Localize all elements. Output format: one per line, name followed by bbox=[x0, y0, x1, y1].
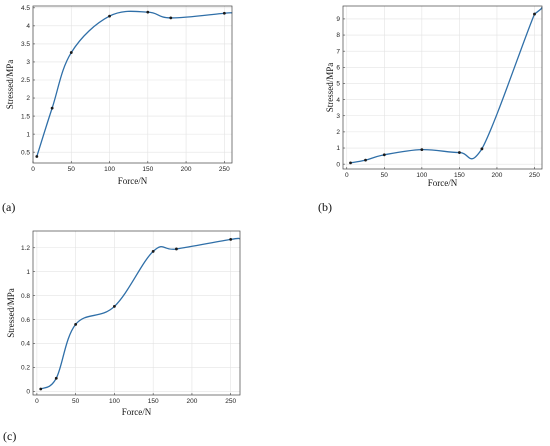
y-tick-label: 1.5 bbox=[21, 113, 30, 120]
x-tick-label: 250 bbox=[225, 398, 236, 405]
chart-panel-b: 0 50 100 150 200 250 0 1 2 3 4 5 6 7 8 9 Force/N Stres… bbox=[318, 5, 543, 214]
y-axis-label-b: Stressed/MPa bbox=[325, 63, 335, 113]
data-point-a bbox=[108, 14, 111, 18]
data-point-b bbox=[420, 148, 424, 152]
data-point-b bbox=[480, 147, 484, 151]
data-point-c bbox=[39, 387, 43, 391]
x-tick-label: 250 bbox=[529, 172, 540, 179]
data-point-b bbox=[349, 161, 352, 165]
data-point-a bbox=[50, 106, 54, 110]
x-tick-label: 150 bbox=[454, 172, 465, 179]
x-axis-label-a: Force/N bbox=[118, 176, 148, 186]
x-tick-label: 200 bbox=[492, 172, 503, 179]
data-point-b bbox=[364, 158, 367, 162]
y-tick-label: 0.5 bbox=[21, 149, 30, 156]
y-tick-label: 4 bbox=[26, 23, 30, 30]
x-tick-label: 50 bbox=[68, 166, 76, 173]
data-point-c bbox=[54, 376, 58, 380]
data-point-a bbox=[69, 51, 73, 54]
data-point-c bbox=[113, 305, 116, 308]
x-tick-label: 0 bbox=[31, 166, 35, 173]
x-tick-label: 200 bbox=[181, 166, 192, 173]
x-tick-label: 0 bbox=[35, 398, 39, 405]
data-point-a bbox=[222, 11, 226, 15]
fit-curve-a bbox=[36, 10, 233, 157]
y-axis-label-a: Stressed/MPa bbox=[5, 60, 15, 110]
data-point-a bbox=[35, 155, 39, 158]
y-tick-label: 5 bbox=[336, 81, 340, 88]
data-point-b bbox=[458, 151, 461, 154]
y-tick-label: 3.5 bbox=[21, 41, 30, 48]
y-tick-label: 1 bbox=[26, 269, 30, 276]
data-point-b bbox=[533, 12, 536, 16]
data-point-c bbox=[151, 249, 155, 253]
y-tick-label: 1 bbox=[336, 145, 340, 152]
panel-label-b: (b) bbox=[318, 200, 332, 214]
y-tick-label: 4.5 bbox=[21, 5, 30, 12]
y-tick-label: 2 bbox=[26, 95, 30, 102]
y-tick-label: 0.2 bbox=[21, 365, 30, 372]
y-tick-label: 0.8 bbox=[21, 293, 30, 300]
data-point-a bbox=[169, 16, 173, 20]
x-tick-label: 250 bbox=[219, 166, 230, 173]
x-tick-label: 100 bbox=[416, 172, 427, 179]
x-tick-label: 0 bbox=[345, 172, 349, 179]
fit-curve-b bbox=[350, 6, 543, 164]
data-point-c bbox=[74, 322, 78, 326]
y-tick-label: 0 bbox=[336, 161, 340, 168]
y-tick-label: 7 bbox=[336, 48, 340, 55]
y-tick-label: 0 bbox=[26, 389, 30, 396]
x-tick-label: 150 bbox=[148, 398, 159, 405]
x-axis-label-c: Force/N bbox=[122, 407, 152, 417]
y-tick-label: 2 bbox=[336, 129, 340, 136]
y-tick-label: 1.2 bbox=[21, 245, 30, 252]
chart-panel-a: 0 50 100 150 200 250 0.5 1 1.5 2 2.5 3 3.5 4 4.5 Forc… bbox=[2, 5, 233, 214]
fit-curve-c bbox=[40, 237, 241, 390]
x-tick-label: 150 bbox=[142, 166, 153, 173]
x-tick-label: 100 bbox=[104, 166, 115, 173]
chart-panel-c: 0 50 100 150 200 250 0 0.2 0.4 0.6 0.8 1 1.2 Force/… bbox=[3, 230, 241, 443]
panel-label-a: (a) bbox=[2, 200, 15, 214]
y-tick-label: 9 bbox=[336, 16, 340, 23]
y-axis-label-c: Stressed/MPa bbox=[6, 288, 16, 338]
data-point-b bbox=[382, 153, 386, 157]
y-tick-label: 3 bbox=[336, 113, 340, 120]
x-tick-label: 200 bbox=[187, 398, 198, 405]
data-point-a bbox=[146, 10, 150, 14]
data-point-c bbox=[175, 247, 178, 251]
y-tick-label: 6 bbox=[336, 65, 340, 72]
y-tick-label: 0.4 bbox=[21, 341, 30, 348]
x-tick-label: 100 bbox=[109, 398, 120, 405]
y-tick-label: 4 bbox=[336, 97, 340, 104]
x-tick-label: 50 bbox=[381, 172, 389, 179]
y-tick-label: 3 bbox=[26, 59, 30, 66]
x-axis-label-b: Force/N bbox=[428, 178, 458, 188]
y-tick-label: 1 bbox=[26, 131, 30, 138]
x-tick-label: 50 bbox=[72, 398, 80, 405]
y-tick-label: 8 bbox=[336, 32, 340, 39]
panel-label-c: (c) bbox=[3, 429, 16, 443]
data-point-c bbox=[229, 237, 233, 241]
y-tick-label: 0.6 bbox=[21, 317, 30, 324]
y-tick-label: 2.5 bbox=[21, 77, 30, 84]
